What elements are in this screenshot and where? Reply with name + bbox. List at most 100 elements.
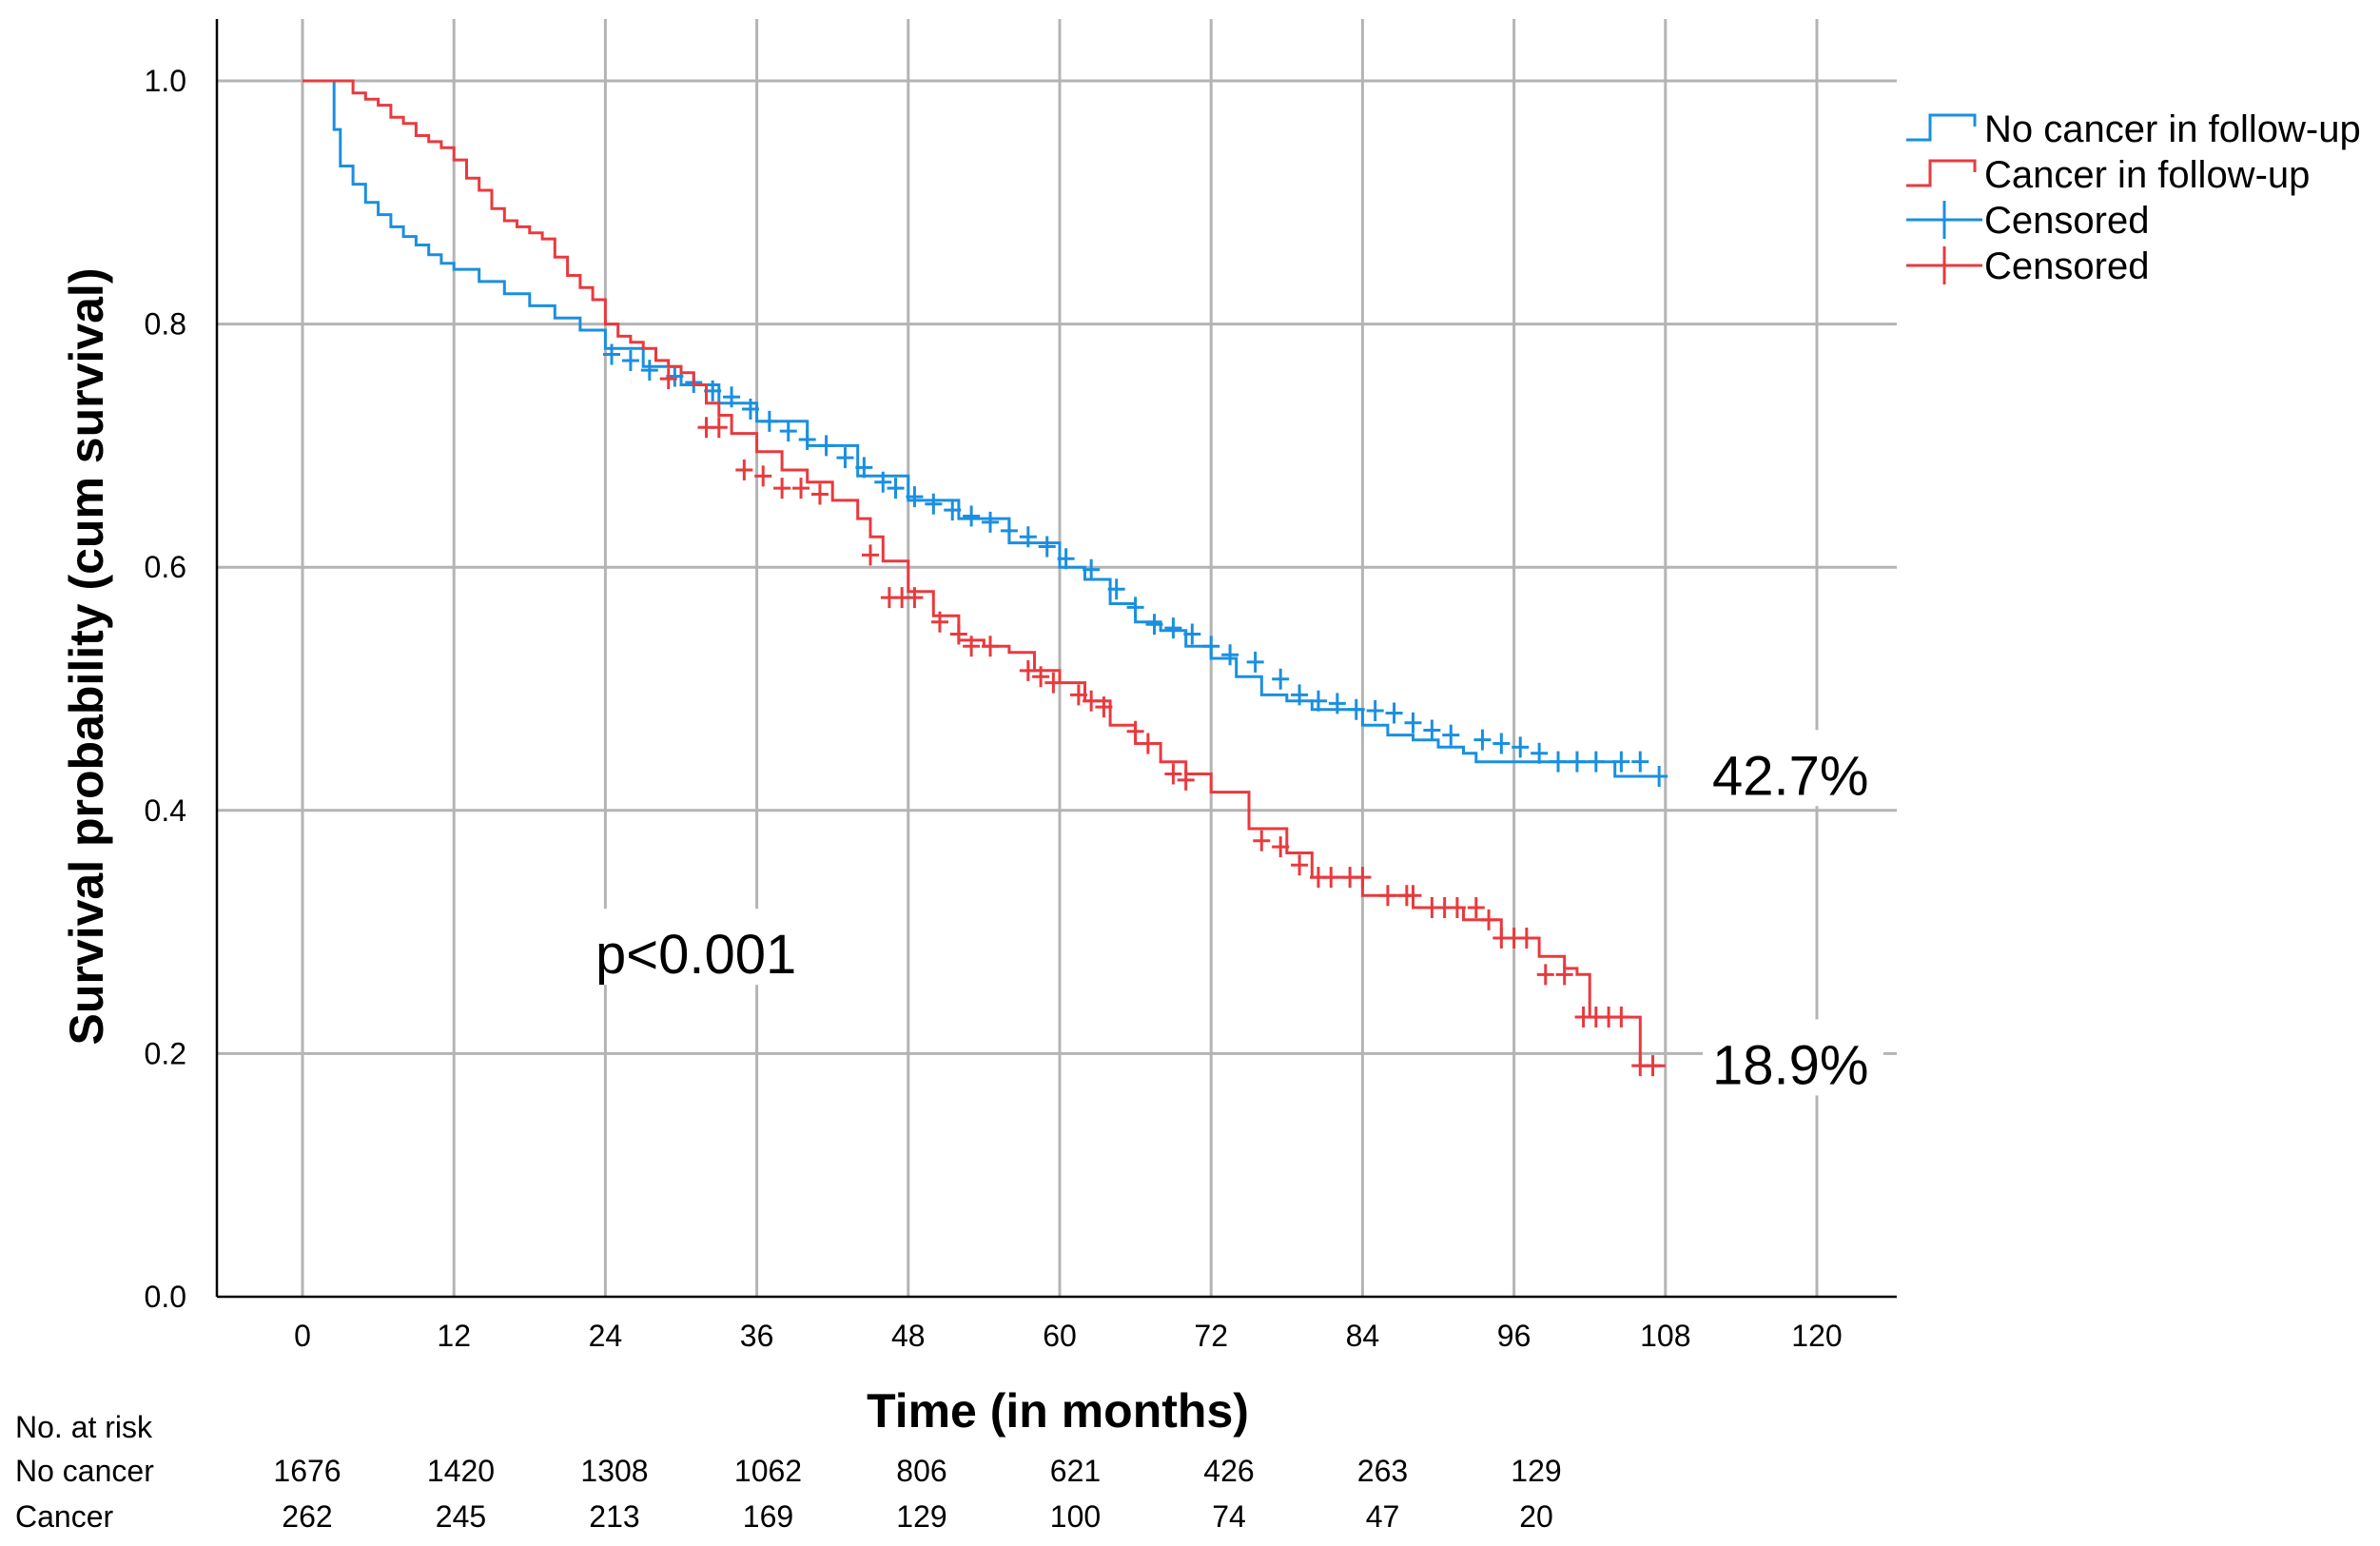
- no-cancer-censored-mark: [1404, 712, 1422, 734]
- no-cancer-censored-mark: [1328, 693, 1346, 714]
- no-cancer-censored-mark: [1221, 644, 1239, 666]
- cancer-censored-mark: [1612, 1007, 1630, 1028]
- cancer-censored-mark: [1044, 672, 1063, 694]
- cancer-censored-mark: [810, 483, 829, 505]
- no-cancer-censored-mark: [1145, 614, 1163, 636]
- risk-count: 621: [1050, 1454, 1101, 1488]
- x-axis-title: Time (in months): [867, 1384, 1249, 1438]
- legend-swatch: [1906, 159, 1977, 187]
- y-tick-label: 0.8: [145, 307, 186, 342]
- y-tick-label: 0.6: [145, 550, 186, 584]
- risk-row-label: No cancer: [15, 1454, 154, 1488]
- no-cancer-censored-mark: [1423, 719, 1441, 741]
- no-cancer-censored-mark: [1038, 536, 1056, 558]
- no-cancer-censored-mark: [836, 447, 854, 469]
- cancer-censored-mark: [754, 465, 772, 487]
- y-axis-title: Survival probability (cum survival): [60, 268, 113, 1046]
- x-tick-label: 84: [1346, 1319, 1380, 1353]
- cancer-censored-mark: [1095, 696, 1113, 718]
- cancer-censored-mark: [1069, 684, 1087, 706]
- no-cancer-censored-mark: [1587, 751, 1605, 773]
- cancer-censored-mark: [949, 623, 967, 645]
- cancer-censored-mark: [1322, 867, 1340, 889]
- cancer-censored-mark: [906, 587, 924, 609]
- x-tick-label: 48: [891, 1319, 926, 1353]
- cancer-censored-mark: [1272, 836, 1290, 858]
- no-cancer-censored-mark: [1107, 578, 1125, 600]
- legend-label: No cancer in follow-up: [1984, 108, 2361, 150]
- x-tick-label: 60: [1043, 1319, 1077, 1353]
- no-cancer-censored-mark: [1512, 736, 1530, 758]
- tick-labels: 0.0 0.2 0.4 0.6 0.8 1.0 0 12 24 36 48 60 72 84 96 108 12…: [145, 64, 1843, 1353]
- risk-count: 100: [1050, 1499, 1101, 1534]
- cancer-censored-mark: [792, 478, 810, 499]
- annotation-background: [1703, 1019, 1883, 1096]
- no-cancer-censored-mark: [1309, 690, 1327, 712]
- legend-swatch: [1906, 246, 1982, 284]
- cancer-censored-mark: [1126, 720, 1144, 742]
- risk-table-title: No. at risk: [15, 1410, 153, 1444]
- no-cancer-censored-mark: [1473, 729, 1492, 751]
- no-cancer-censored-mark: [1347, 698, 1365, 720]
- legend-label: Censored: [1984, 200, 2149, 242]
- series-layer: [302, 79, 1668, 1077]
- no-cancer-censored-mark: [982, 511, 1000, 533]
- risk-count: 245: [436, 1499, 486, 1534]
- cancer-censored-mark: [735, 459, 753, 480]
- no-cancer-censored-mark: [621, 349, 639, 371]
- no-cancer-censored-mark: [1650, 766, 1668, 788]
- no-cancer-censored-mark: [944, 499, 962, 521]
- no-cancer-censored-mark: [1442, 724, 1460, 746]
- no-cancer-censored-mark: [1366, 700, 1384, 722]
- risk-count: 806: [896, 1454, 946, 1488]
- x-tick-label: 96: [1497, 1319, 1531, 1353]
- risk-count: 129: [1511, 1454, 1561, 1488]
- no-cancer-censored-mark: [779, 421, 797, 442]
- cancer-censored-mark: [659, 368, 677, 390]
- x-tick-label: 108: [1640, 1319, 1690, 1353]
- risk-count: 1308: [580, 1454, 648, 1488]
- risk-count: 263: [1357, 1454, 1408, 1488]
- no-cancer-censored-mark: [1246, 651, 1264, 673]
- no-cancer-censored-mark: [1291, 684, 1309, 706]
- x-tick-label: 120: [1791, 1319, 1842, 1353]
- legend-swatch: [1906, 113, 1977, 142]
- risk-count: 74: [1212, 1499, 1246, 1534]
- cancer-censored-mark: [982, 636, 1000, 657]
- risk-count: 20: [1519, 1499, 1553, 1534]
- survival-percent-annotation: 42.7%: [1712, 745, 1868, 807]
- no-cancer-censored-mark: [723, 386, 741, 408]
- no-cancer-censored-mark: [1057, 548, 1075, 570]
- cancer-censored-mark: [1644, 1055, 1662, 1077]
- risk-count: 1062: [734, 1454, 802, 1488]
- no-cancer-censored-mark: [1550, 751, 1568, 773]
- no-cancer-censored-mark: [817, 435, 835, 457]
- risk-count: 426: [1203, 1454, 1254, 1488]
- no-cancer-censored-mark: [603, 343, 621, 365]
- no-cancer-censored-mark: [1385, 702, 1403, 724]
- legend-label: Cancer in follow-up: [1984, 154, 2310, 196]
- y-tick-label: 1.0: [145, 64, 186, 98]
- survival-percent-annotation: 18.9%: [1712, 1034, 1868, 1096]
- no-cancer-censored-mark: [855, 457, 873, 479]
- y-tick-label: 0.4: [145, 793, 186, 828]
- y-tick-label: 0.2: [145, 1036, 186, 1070]
- annotations: p<0.001 42.7% 18.9%: [595, 745, 1868, 1096]
- no-cancer-censored-mark: [874, 471, 892, 493]
- no-cancer-censored-mark: [1000, 519, 1018, 541]
- no-cancer-censored-mark: [963, 505, 981, 527]
- no-cancer-censored-mark: [1531, 742, 1549, 764]
- no-cancer-censored-mark: [1631, 751, 1649, 773]
- cancer-censored-mark: [773, 478, 791, 499]
- cancer-censored-mark: [1467, 897, 1485, 919]
- annotation-backgrounds: [586, 730, 1883, 1096]
- no-cancer-censored-mark: [1272, 668, 1290, 690]
- annotation-background: [1703, 730, 1883, 807]
- no-cancer-censored-mark: [1612, 751, 1630, 773]
- cancer-censored-mark: [1253, 830, 1271, 851]
- cancer-censored-mark: [1448, 897, 1466, 919]
- no-cancer-censored-mark: [887, 478, 905, 499]
- no-cancer-censored-mark: [1126, 597, 1144, 618]
- grid-lines: [217, 19, 1897, 1297]
